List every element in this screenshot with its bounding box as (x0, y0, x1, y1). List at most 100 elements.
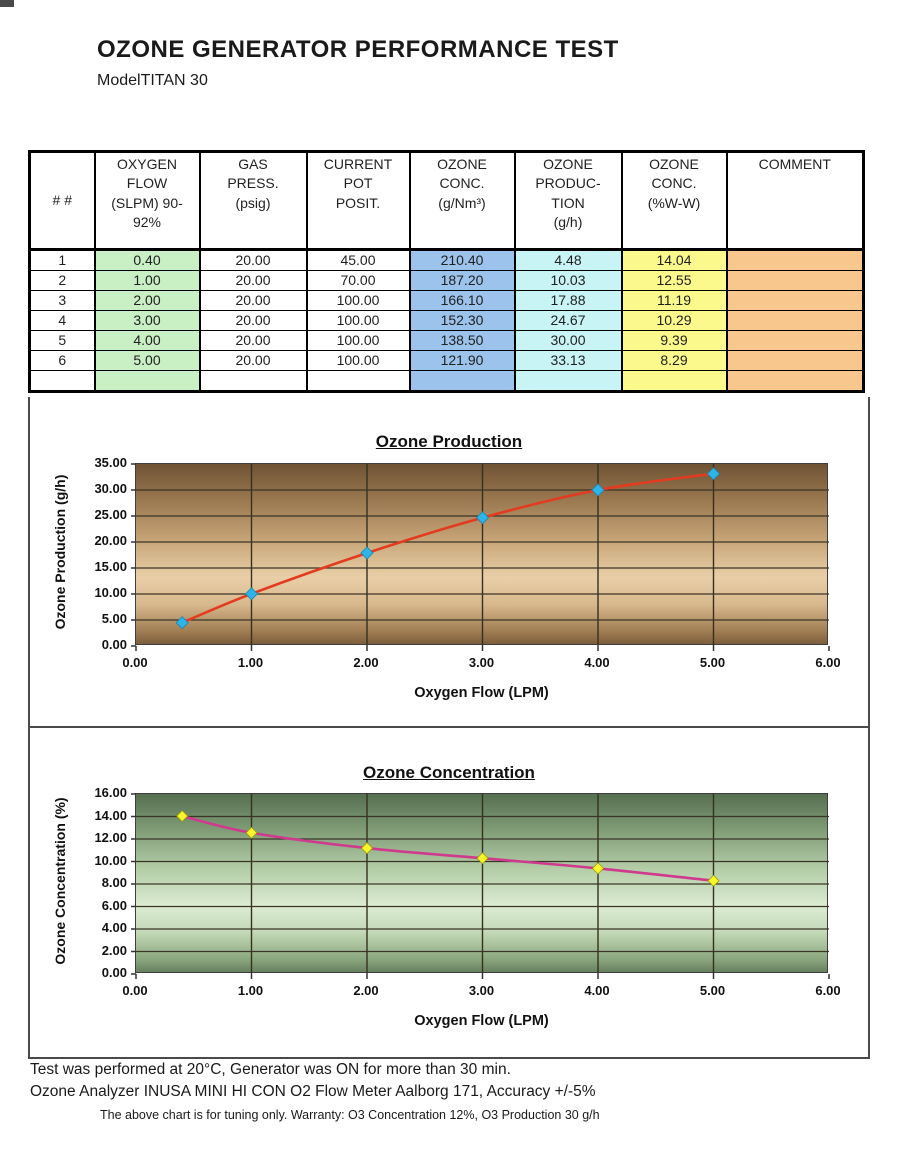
y-tick-label: 20.00 (94, 533, 127, 548)
table-cell (408, 370, 516, 392)
chart-divider (30, 726, 868, 728)
table-cell: 210.40 (408, 249, 516, 271)
header-ozone-production: OZONE PRODUC- TION (g/h) (513, 151, 623, 251)
x-tick-label: 3.00 (468, 983, 495, 998)
chart-title: Ozone Production (375, 432, 523, 452)
y-tick-label: 30.00 (94, 481, 127, 496)
y-tick-label: 5.00 (101, 611, 127, 626)
table-cell (725, 330, 865, 351)
x-tick-label: 1.00 (237, 655, 264, 670)
y-tick-label: 16.00 (94, 785, 127, 800)
table-cell: 4 (28, 310, 96, 331)
table-cell: 0.40 (93, 249, 201, 271)
table-cell (305, 370, 411, 392)
header-oxygen-flow: OXYGEN FLOW (SLPM) 90- 92% (93, 151, 201, 251)
header-ozone-conc-ww: OZONE CONC. (%W-W) (620, 151, 728, 251)
table-cell: 100.00 (305, 290, 411, 311)
table-cell: 11.19 (620, 290, 728, 311)
table-cell: 17.88 (513, 290, 623, 311)
table-cell: 33.13 (513, 350, 623, 371)
x-tick-label: 6.00 (815, 983, 841, 998)
y-tick-label: 2.00 (101, 942, 127, 958)
table-cell: 166.10 (408, 290, 516, 311)
footer-equipment: Ozone Analyzer INUSA MINI HI CON O2 Flow… (30, 1083, 596, 1100)
x-tick-label: 4.00 (584, 983, 610, 998)
table-row: 5 4.00 20.00 100.00 138.50 30.00 9.39 (28, 330, 865, 351)
table-row: 1 0.40 20.00 45.00 210.40 4.48 14.04 (28, 249, 865, 271)
table-row: 2 1.00 20.00 70.00 187.20 10.03 12.55 (28, 270, 865, 291)
y-tick-label: 0.00 (101, 637, 127, 652)
x-tick-label: 4.00 (584, 655, 610, 670)
x-tick-label: 0.00 (122, 655, 148, 670)
table-cell (725, 290, 865, 311)
table-cell: 12.55 (620, 270, 728, 291)
header-gas-pressure: GAS PRESS. (psig) (198, 151, 308, 251)
y-tick-label: 25.00 (94, 507, 127, 522)
table-row: 4 3.00 20.00 100.00 152.30 24.67 10.29 (28, 310, 865, 331)
table-cell: 45.00 (305, 249, 411, 271)
table-cell: 6 (28, 350, 96, 371)
table-cell: 121.90 (408, 350, 516, 371)
table-cell: 1.00 (93, 270, 201, 291)
x-tick-label: 2.00 (353, 983, 379, 998)
table-cell (28, 370, 96, 392)
model-label: ModelTITAN 30 (97, 72, 208, 89)
plot-area (131, 793, 830, 979)
table-cell (725, 270, 865, 291)
table-cell: 152.30 (408, 310, 516, 331)
y-tick-label: 14.00 (94, 807, 127, 823)
table-cell: 14.04 (620, 249, 728, 271)
page-title: OZONE GENERATOR PERFORMANCE TEST (97, 36, 619, 64)
y-tick-label: 10.00 (94, 852, 127, 868)
y-tick-label: 8.00 (101, 875, 127, 890)
x-tick-label: 3.00 (468, 655, 495, 670)
table-cell (513, 370, 623, 392)
y-tick-label: 15.00 (94, 559, 127, 574)
table-cell (725, 249, 865, 271)
footer-test-conditions: Test was performed at 20°C, Generator wa… (30, 1061, 511, 1078)
footer-warranty-note: The above chart is for tuning only. Warr… (100, 1108, 600, 1122)
table-cell: 2.00 (93, 290, 201, 311)
table-cell (725, 350, 865, 371)
x-tick-label: 5.00 (699, 655, 726, 670)
table-cell: 30.00 (513, 330, 623, 351)
x-tick-label: 2.00 (353, 655, 379, 670)
chart-title: Ozone Concentration (363, 763, 535, 783)
table-cell: 100.00 (305, 330, 411, 351)
table-cell (725, 310, 865, 331)
table-cell: 9.39 (620, 330, 728, 351)
table-cell: 5.00 (93, 350, 201, 371)
y-tick-label: 4.00 (101, 920, 127, 935)
y-tick-label: 35.00 (94, 455, 127, 470)
table-header-row: # # OXYGEN FLOW (SLPM) 90- 92% GAS PRESS… (28, 151, 865, 251)
y-tick-label: 12.00 (94, 830, 127, 845)
table-cell: 10.29 (620, 310, 728, 331)
table-cell: 4.48 (513, 249, 623, 271)
table-cell: 3 (28, 290, 96, 311)
table-row (28, 370, 865, 392)
x-tick-label: 6.00 (815, 655, 841, 670)
x-axis-title: Oxygen Flow (LPM) (414, 685, 549, 701)
table-row: 3 2.00 20.00 100.00 166.10 17.88 11.19 (28, 290, 865, 311)
table-cell: 8.29 (620, 350, 728, 371)
table-cell (725, 370, 865, 392)
table-row: 6 5.00 20.00 100.00 121.90 33.13 8.29 (28, 350, 865, 371)
table-cell (93, 370, 201, 392)
table-cell: 20.00 (198, 350, 308, 371)
table-cell: 10.03 (513, 270, 623, 291)
x-axis-title: Oxygen Flow (LPM) (414, 1013, 549, 1029)
table-cell: 24.67 (513, 310, 623, 331)
table-cell: 20.00 (198, 270, 308, 291)
table-cell: 20.00 (198, 310, 308, 331)
header-ozone-conc-gnm3: OZONE CONC. (g/Nm³) (408, 151, 516, 251)
table-cell: 20.00 (198, 249, 308, 271)
table-cell: 5 (28, 330, 96, 351)
y-tick-label: 10.00 (94, 585, 127, 600)
charts-panel: Ozone Production Ozone Production (g/h) … (28, 397, 870, 1059)
table-cell: 138.50 (408, 330, 516, 351)
table-cell: 3.00 (93, 310, 201, 331)
table-cell: 2 (28, 270, 96, 291)
table-cell: 70.00 (305, 270, 411, 291)
plot-area (131, 463, 830, 651)
table-cell: 187.20 (408, 270, 516, 291)
